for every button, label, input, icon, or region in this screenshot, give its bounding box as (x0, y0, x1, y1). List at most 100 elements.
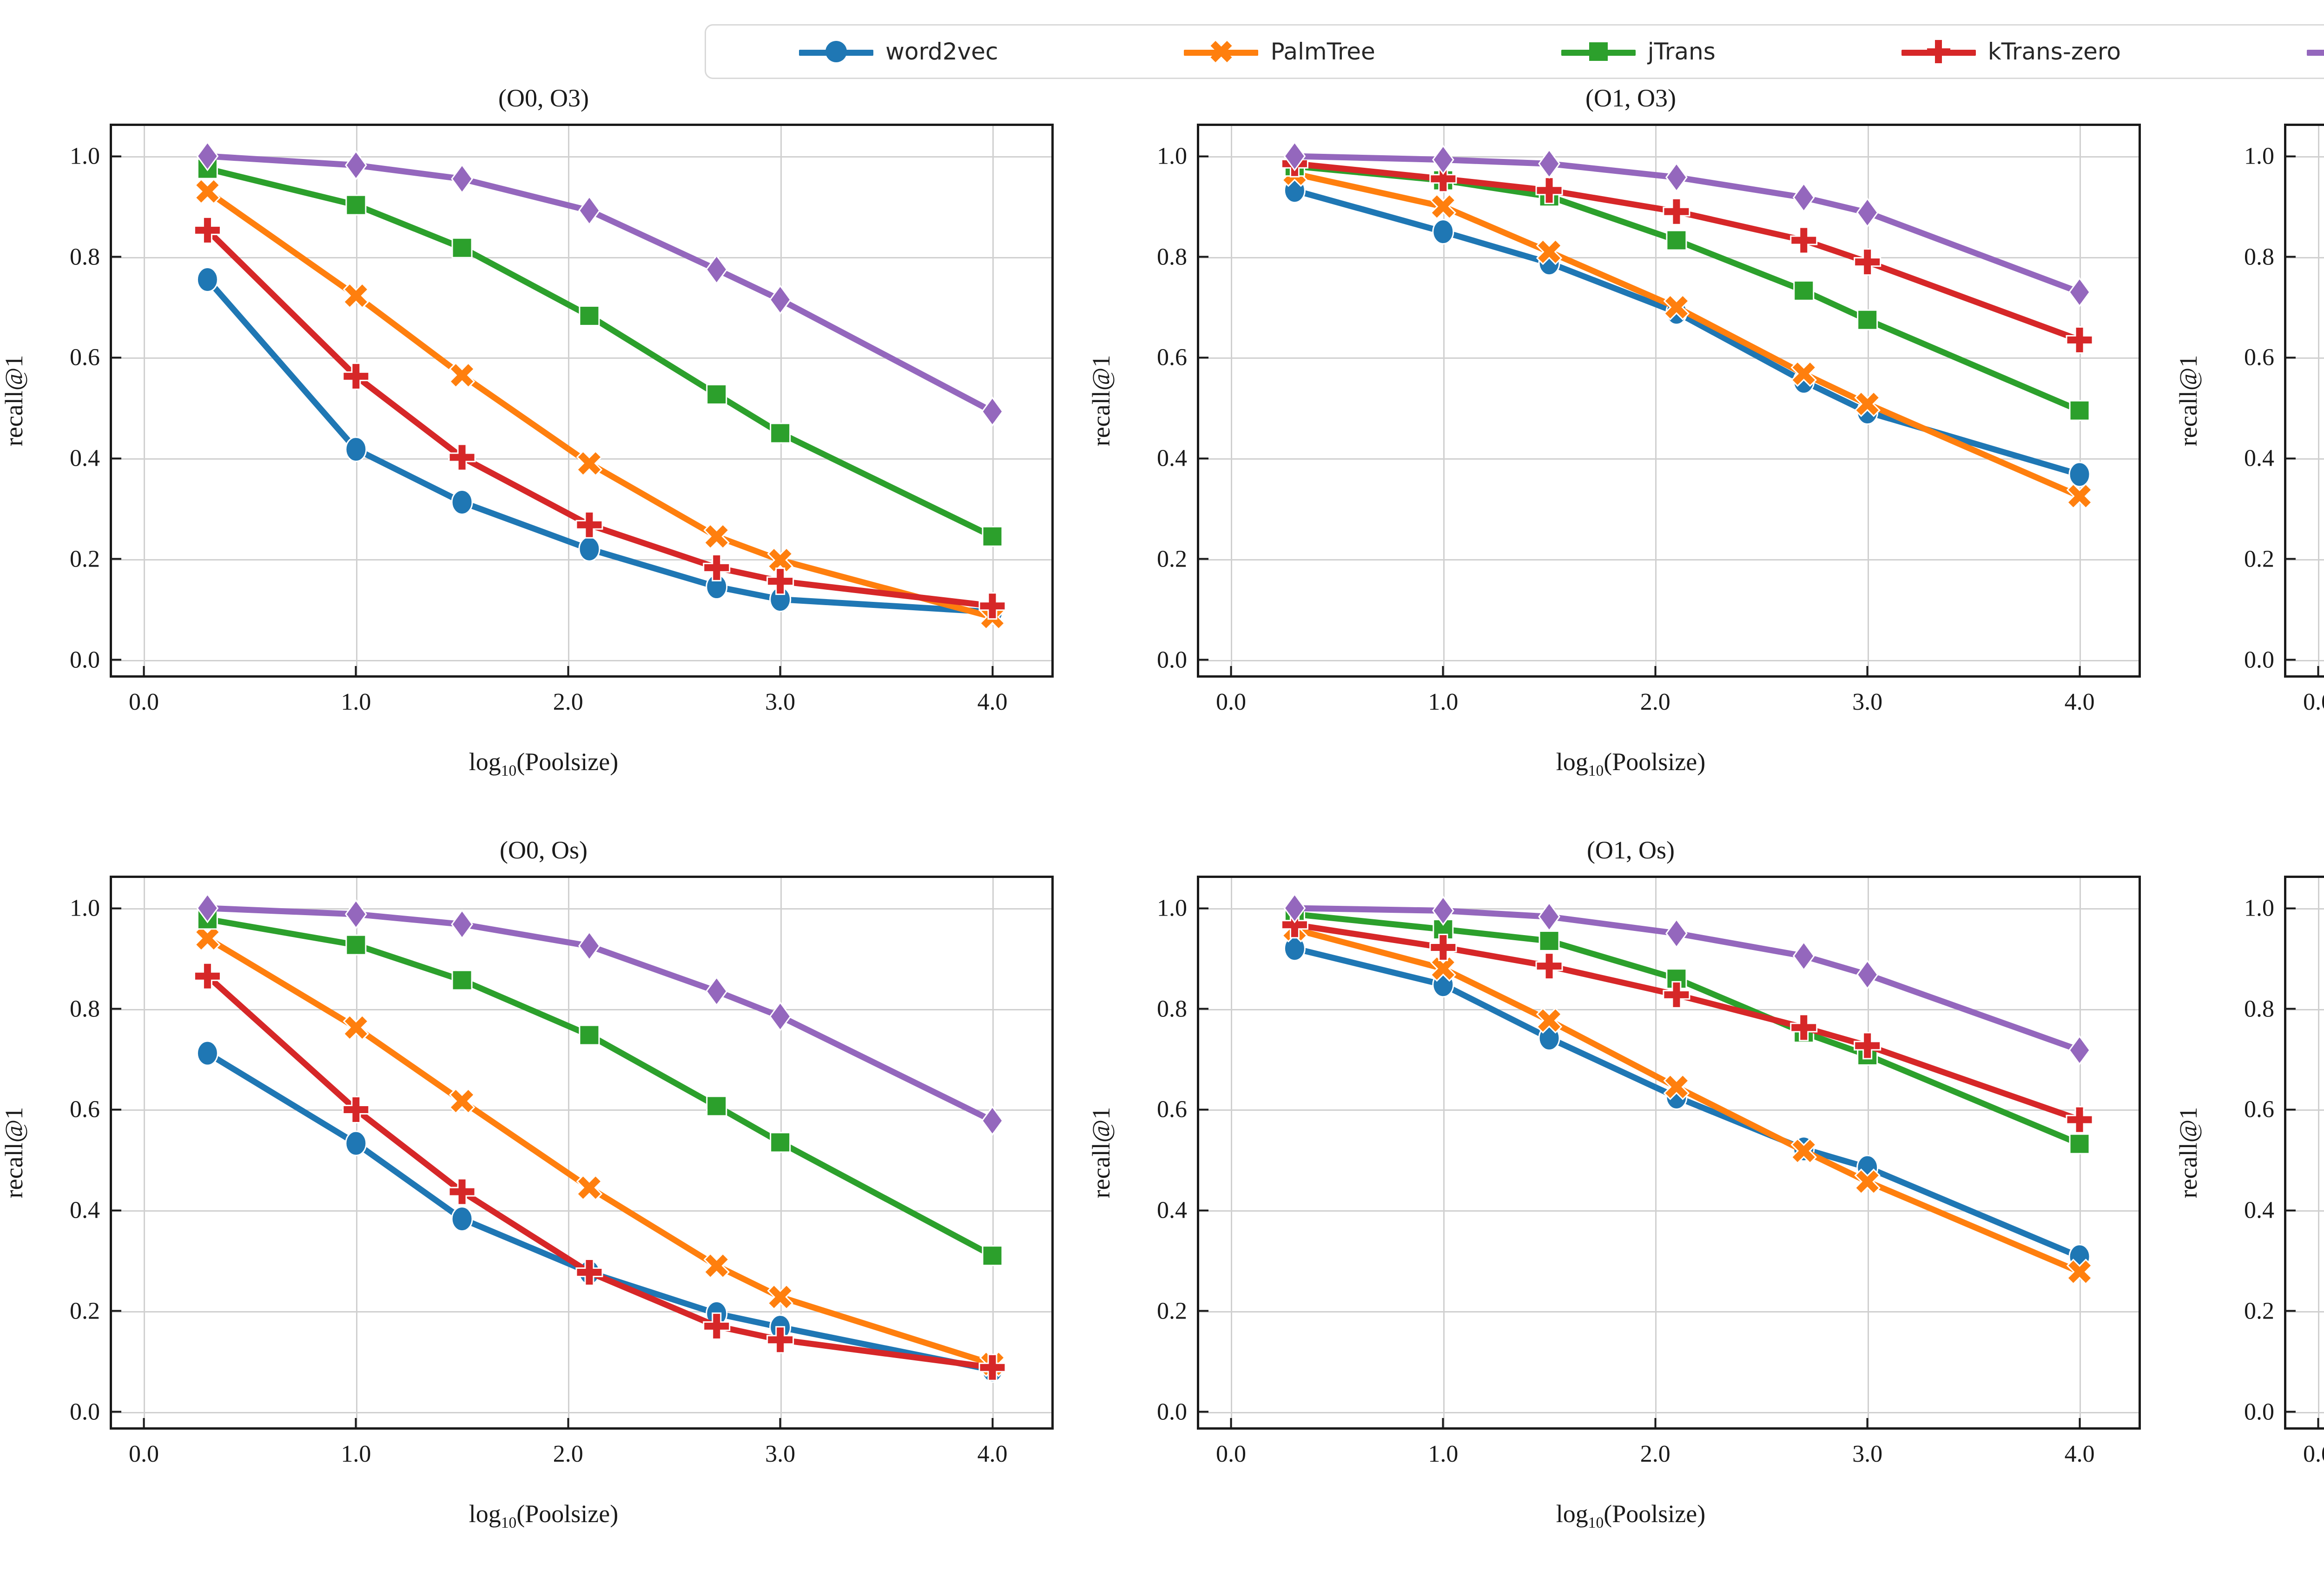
data-point-square[interactable] (2069, 1133, 2090, 1154)
data-point-square[interactable] (2069, 400, 2090, 421)
data-point-square[interactable] (770, 1132, 791, 1153)
data-point-circle[interactable] (196, 1040, 218, 1066)
data-point-x[interactable] (576, 1174, 603, 1201)
data-point-diamond[interactable] (345, 899, 367, 930)
data-point-diamond[interactable] (1283, 893, 1306, 923)
data-point-square[interactable] (1666, 968, 1687, 989)
data-point-plus[interactable] (193, 216, 221, 244)
legend-entry-ktrans-zero[interactable]: kTrans-zero (1901, 39, 2121, 65)
data-point-plus[interactable] (1663, 981, 1690, 1009)
data-point-x[interactable] (1854, 390, 1881, 417)
data-point-x[interactable] (343, 1014, 370, 1041)
data-point-plus[interactable] (2066, 1106, 2093, 1134)
data-point-x[interactable] (343, 282, 370, 309)
data-point-square[interactable] (345, 934, 367, 956)
data-point-diamond[interactable] (578, 195, 601, 226)
data-point-diamond[interactable] (769, 284, 792, 315)
data-point-x[interactable] (194, 178, 221, 205)
data-point-plus[interactable] (448, 1178, 476, 1206)
series-palmtree[interactable] (1281, 916, 2093, 1285)
series-palmtree[interactable] (1281, 160, 2093, 509)
data-point-plus[interactable] (978, 1353, 1006, 1381)
data-point-plus[interactable] (703, 554, 731, 581)
data-point-square[interactable] (706, 384, 727, 405)
series-ktrans-zero[interactable] (193, 216, 1006, 620)
legend-entry-word2vec[interactable]: word2vec (799, 39, 998, 65)
data-point-circle[interactable] (578, 536, 601, 562)
data-point-circle[interactable] (2068, 462, 2091, 488)
data-point-x[interactable] (449, 362, 475, 389)
data-point-square[interactable] (345, 194, 367, 216)
data-point-plus[interactable] (1790, 1014, 1818, 1042)
data-point-circle[interactable] (1432, 219, 1454, 245)
data-point-diamond[interactable] (578, 930, 601, 961)
data-point-diamond[interactable] (1792, 941, 1815, 971)
data-point-plus[interactable] (978, 592, 1006, 620)
data-point-x[interactable] (2066, 1259, 2093, 1285)
data-point-diamond[interactable] (1432, 895, 1454, 926)
data-point-plus[interactable] (2066, 326, 2093, 354)
data-point-square[interactable] (1538, 930, 1560, 951)
data-point-x[interactable] (2066, 483, 2093, 509)
data-point-plus[interactable] (1663, 198, 1690, 225)
series-jtrans[interactable] (197, 909, 1003, 1266)
data-point-x[interactable] (449, 1088, 475, 1115)
data-point-x[interactable] (1536, 1007, 1563, 1034)
data-point-diamond[interactable] (2068, 277, 2091, 308)
legend-entry-palmtree[interactable]: PalmTree (1184, 39, 1375, 65)
data-point-x[interactable] (703, 523, 730, 550)
data-point-square[interactable] (982, 1245, 1003, 1266)
data-point-diamond[interactable] (1665, 162, 1688, 193)
data-point-square[interactable] (706, 1095, 727, 1117)
data-point-x[interactable] (1663, 294, 1690, 321)
data-point-square[interactable] (579, 1024, 600, 1046)
data-point-square[interactable] (1793, 280, 1815, 301)
data-point-plus[interactable] (1281, 911, 1308, 939)
data-point-circle[interactable] (196, 267, 218, 293)
data-point-diamond[interactable] (1538, 901, 1560, 932)
data-point-diamond[interactable] (705, 976, 728, 1007)
data-point-square[interactable] (1857, 309, 1878, 330)
data-point-diamond[interactable] (769, 1001, 792, 1032)
data-point-diamond[interactable] (196, 893, 219, 923)
data-point-diamond[interactable] (451, 909, 473, 940)
series-ktrans[interactable] (1283, 893, 2091, 1066)
data-point-circle[interactable] (345, 1130, 367, 1156)
data-point-plus[interactable] (766, 567, 794, 595)
data-point-x[interactable] (1790, 360, 1817, 387)
data-point-plus[interactable] (193, 962, 221, 990)
data-point-x[interactable] (767, 547, 793, 574)
series-ktrans[interactable] (196, 141, 1004, 427)
data-point-plus[interactable] (1854, 1032, 1882, 1060)
data-point-plus[interactable] (1790, 226, 1818, 254)
data-point-circle[interactable] (451, 1206, 473, 1232)
data-point-circle[interactable] (345, 436, 367, 462)
data-point-diamond[interactable] (2068, 1035, 2091, 1066)
data-point-diamond[interactable] (1283, 141, 1306, 171)
series-ktrans-zero[interactable] (193, 962, 1006, 1381)
data-point-x[interactable] (767, 1284, 793, 1310)
series-ktrans-zero[interactable] (1281, 911, 2093, 1134)
data-point-x[interactable] (1790, 1138, 1817, 1164)
series-ktrans[interactable] (1283, 141, 2091, 308)
data-point-diamond[interactable] (981, 1105, 1004, 1136)
series-ktrans[interactable] (196, 893, 1004, 1136)
data-point-square[interactable] (770, 422, 791, 444)
series-palmtree[interactable] (194, 178, 1006, 630)
data-point-square[interactable] (1666, 230, 1687, 251)
data-point-diamond[interactable] (1432, 145, 1454, 175)
data-point-diamond[interactable] (1665, 918, 1688, 949)
data-point-diamond[interactable] (1856, 197, 1879, 228)
data-point-diamond[interactable] (451, 164, 473, 194)
data-point-diamond[interactable] (1538, 148, 1560, 179)
data-point-plus[interactable] (766, 1326, 794, 1354)
data-point-x[interactable] (703, 1253, 730, 1279)
data-point-square[interactable] (982, 526, 1003, 547)
data-point-plus[interactable] (575, 1258, 603, 1286)
data-point-plus[interactable] (342, 363, 370, 390)
data-point-x[interactable] (194, 925, 221, 952)
series-palmtree[interactable] (194, 925, 1006, 1378)
data-point-x[interactable] (1854, 1168, 1881, 1195)
data-point-plus[interactable] (1535, 177, 1563, 204)
data-point-diamond[interactable] (1792, 182, 1815, 213)
